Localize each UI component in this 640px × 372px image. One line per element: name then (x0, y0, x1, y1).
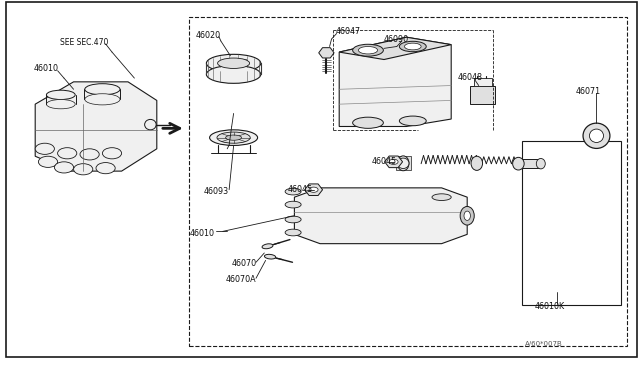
Text: 46070A: 46070A (225, 275, 256, 284)
Ellipse shape (404, 43, 421, 50)
Text: 46093: 46093 (204, 187, 228, 196)
Ellipse shape (46, 90, 76, 100)
Ellipse shape (206, 54, 261, 72)
Ellipse shape (583, 123, 610, 148)
Text: 46010K: 46010K (535, 302, 565, 311)
Text: 46048: 46048 (458, 73, 483, 82)
Ellipse shape (589, 129, 604, 142)
Text: 46045: 46045 (288, 185, 313, 194)
Ellipse shape (464, 211, 470, 220)
Ellipse shape (353, 117, 383, 128)
Text: 46071: 46071 (576, 87, 601, 96)
Ellipse shape (226, 135, 242, 140)
Bar (396, 156, 411, 170)
Ellipse shape (399, 116, 426, 126)
Bar (522, 141, 621, 305)
Bar (474, 78, 492, 86)
Ellipse shape (471, 156, 483, 170)
Ellipse shape (285, 188, 301, 195)
Polygon shape (339, 37, 451, 126)
Text: 46020: 46020 (195, 31, 220, 40)
Text: 46045: 46045 (371, 157, 396, 166)
Ellipse shape (460, 206, 474, 225)
Text: 46010: 46010 (33, 64, 58, 73)
Circle shape (80, 149, 99, 160)
Ellipse shape (285, 201, 301, 208)
Text: 46047: 46047 (336, 27, 361, 36)
Ellipse shape (285, 216, 301, 223)
Circle shape (389, 159, 398, 164)
Text: SEE SEC.470: SEE SEC.470 (60, 38, 108, 47)
Ellipse shape (285, 229, 301, 236)
Ellipse shape (210, 130, 258, 145)
Circle shape (38, 156, 58, 167)
Polygon shape (339, 37, 451, 60)
Ellipse shape (262, 244, 273, 249)
Circle shape (309, 187, 318, 192)
Ellipse shape (397, 156, 409, 171)
Text: 46090: 46090 (384, 35, 409, 44)
Circle shape (58, 148, 77, 159)
Ellipse shape (353, 44, 383, 56)
Ellipse shape (85, 94, 120, 105)
Circle shape (35, 143, 54, 154)
Ellipse shape (432, 194, 451, 201)
Circle shape (54, 162, 74, 173)
Text: 46070: 46070 (232, 259, 257, 268)
Ellipse shape (206, 65, 261, 83)
Ellipse shape (145, 119, 156, 130)
Polygon shape (319, 48, 334, 58)
Circle shape (102, 148, 122, 159)
Bar (189, 17, 627, 346)
Text: 46010: 46010 (189, 229, 214, 238)
Ellipse shape (399, 41, 426, 52)
Polygon shape (305, 184, 323, 196)
Polygon shape (294, 188, 467, 244)
Bar (470, 86, 495, 104)
Ellipse shape (85, 84, 120, 95)
Text: A/60*007B: A/60*007B (525, 341, 563, 347)
Polygon shape (385, 156, 403, 168)
Ellipse shape (358, 46, 378, 54)
Ellipse shape (217, 132, 250, 143)
Ellipse shape (513, 157, 524, 170)
Ellipse shape (46, 100, 76, 109)
Ellipse shape (397, 158, 409, 169)
Polygon shape (35, 82, 157, 171)
Circle shape (96, 163, 115, 174)
Ellipse shape (264, 254, 276, 259)
Circle shape (74, 164, 93, 175)
Ellipse shape (536, 158, 545, 169)
Ellipse shape (218, 58, 250, 68)
Bar (518, 159, 541, 168)
